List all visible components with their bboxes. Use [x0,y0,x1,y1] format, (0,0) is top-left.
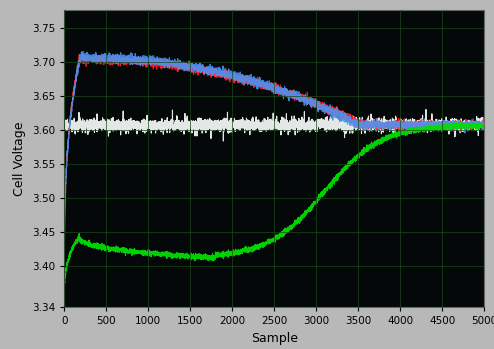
Y-axis label: Cell Voltage: Cell Voltage [13,121,26,196]
X-axis label: Sample: Sample [250,332,298,345]
